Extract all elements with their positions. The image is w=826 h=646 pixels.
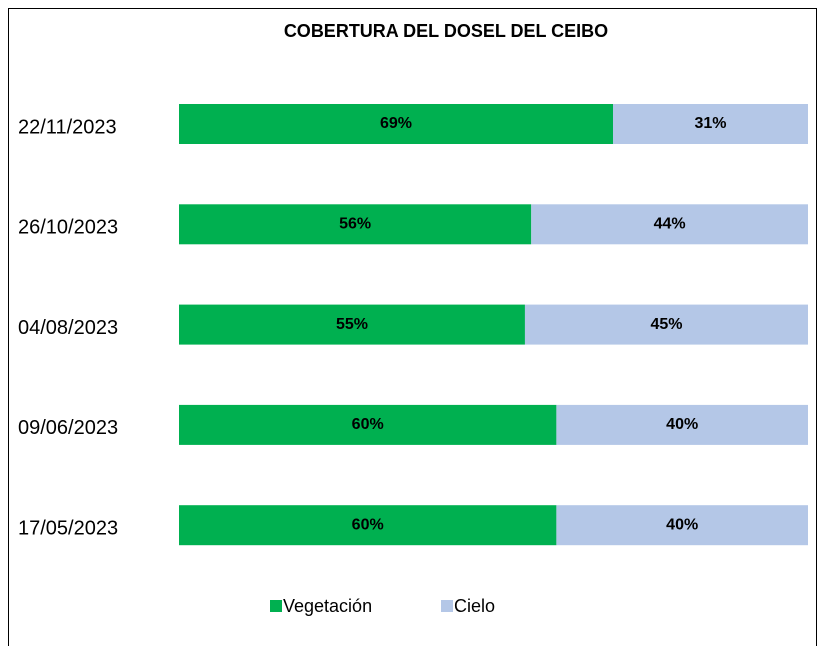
bar-segment (531, 204, 808, 245)
data-label: 40% (666, 416, 698, 433)
data-label: 40% (666, 516, 698, 533)
legend-swatch (270, 600, 282, 612)
y-tick-label: 26/10/2023 (18, 217, 118, 239)
chart-border (8, 8, 817, 646)
bar-segment (179, 304, 525, 345)
bar-segment (524, 304, 808, 345)
y-tick-label: 17/05/2023 (18, 517, 118, 539)
data-label: 60% (352, 516, 384, 533)
data-label: 69% (380, 115, 412, 132)
data-label: 31% (694, 115, 726, 132)
data-label: 44% (654, 216, 686, 233)
bar-segment (179, 204, 532, 245)
legend-label: Vegetación (283, 596, 372, 616)
legend-swatch (441, 600, 453, 612)
data-label: 56% (339, 216, 371, 233)
data-label: 55% (336, 316, 368, 333)
bar-segment (556, 404, 808, 445)
bar-segment (179, 505, 557, 546)
bar-segment (613, 104, 808, 144)
bar-segment (556, 505, 808, 546)
data-label: 60% (352, 416, 384, 433)
chart-title: COBERTURA DEL DOSEL DEL CEIBO (284, 21, 608, 41)
y-tick-label: 04/08/2023 (18, 317, 118, 339)
bar-segment (179, 404, 557, 445)
y-tick-label: 09/06/2023 (18, 417, 118, 439)
data-label: 45% (650, 316, 682, 333)
legend-label: Cielo (454, 596, 495, 616)
y-tick-label: 22/11/2023 (18, 116, 117, 138)
bar-segment (179, 104, 614, 144)
